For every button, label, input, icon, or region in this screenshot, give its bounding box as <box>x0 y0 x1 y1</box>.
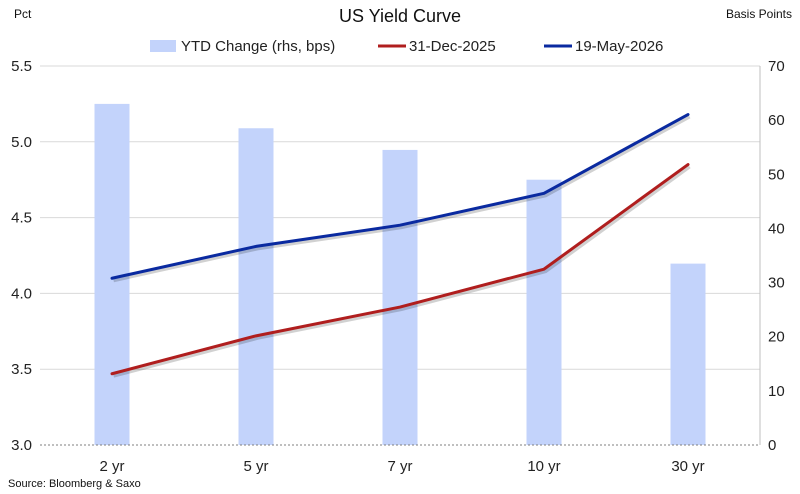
ytd-change-bar <box>382 149 418 445</box>
axes: 3.0 3.5 4.0 4.5 5.0 5.5 0 10 20 30 40 50 60 70 2 yr 5 y… <box>11 58 785 475</box>
left-tick-label: 4.5 <box>11 210 32 227</box>
right-tick-label: 20 <box>768 329 785 346</box>
legend-label: 19-May-2026 <box>575 38 663 55</box>
legend-label: 31-Dec-2025 <box>409 38 496 55</box>
series-line <box>110 113 690 280</box>
category-label: 2 yr <box>99 458 124 475</box>
right-axis-title: Basis Points <box>726 7 792 21</box>
left-tick-label: 3.0 <box>11 437 32 454</box>
right-tick-label: 0 <box>768 437 776 454</box>
series-line-shadow <box>113 114 691 283</box>
right-tick-label: 60 <box>768 112 785 129</box>
ytd-change-bar <box>238 128 274 445</box>
series-line <box>110 163 690 376</box>
right-tick-label: 10 <box>768 383 785 400</box>
left-tick-label: 5.0 <box>11 134 32 151</box>
ytd-change-bar <box>526 179 562 445</box>
ytd-change-bar <box>670 263 706 445</box>
series-line-shadow <box>112 164 691 378</box>
left-tick-label: 4.0 <box>11 285 32 302</box>
legend-swatch <box>150 40 176 52</box>
bar-series <box>94 103 706 446</box>
left-tick-label: 3.5 <box>11 361 32 378</box>
line-series <box>110 113 691 378</box>
category-label: 7 yr <box>387 458 412 475</box>
legend-label: YTD Change (rhs, bps) <box>181 38 335 55</box>
chart-title: US Yield Curve <box>339 6 461 26</box>
category-label: 10 yr <box>527 458 560 475</box>
category-label: 30 yr <box>671 458 704 475</box>
right-tick-label: 40 <box>768 220 785 237</box>
left-tick-label: 5.5 <box>11 58 32 75</box>
source-note: Source: Bloomberg & Saxo <box>8 478 141 490</box>
right-tick-label: 50 <box>768 166 785 183</box>
right-tick-label: 30 <box>768 275 785 292</box>
category-label: 5 yr <box>243 458 268 475</box>
left-axis-title: Pct <box>14 7 32 21</box>
legend: YTD Change (rhs, bps) 31-Dec-2025 19-May-2… <box>150 38 663 55</box>
right-tick-label: 70 <box>768 58 785 75</box>
